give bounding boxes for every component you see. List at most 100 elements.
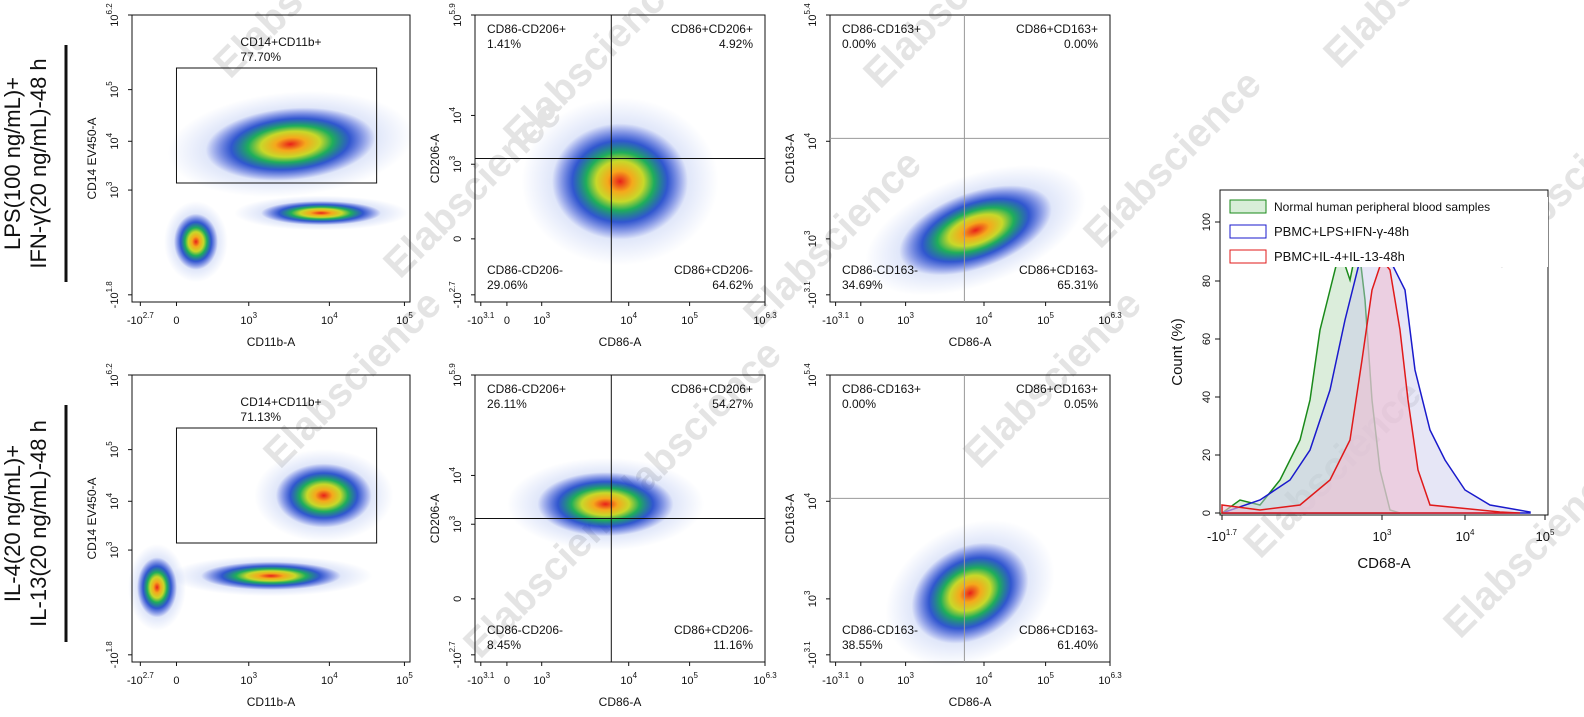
x-axis-label: CD68-A <box>1357 555 1410 572</box>
tick-base: 10 <box>620 315 632 327</box>
tick-base: 10 <box>240 315 252 327</box>
tick-label: 103 <box>533 671 550 687</box>
tick-label: 104 <box>321 671 338 687</box>
y-axis-label: CD14 EV450-A <box>85 117 99 199</box>
tick-label: -103.1 <box>803 281 819 309</box>
tick-exp: 3 <box>803 230 812 235</box>
tick-exp: 4 <box>448 107 457 112</box>
tick-label: 105.9 <box>448 3 464 27</box>
tick-label: 105.9 <box>448 363 464 387</box>
quadrant-pct: 38.55% <box>842 638 883 652</box>
tick-label: 0 <box>858 315 864 327</box>
tick-label: 105 <box>105 441 121 458</box>
tick-base: 10 <box>396 675 408 687</box>
tick-base: 10 <box>452 112 464 124</box>
plot-frame <box>131 374 411 663</box>
tick-base: 10 <box>452 520 464 532</box>
tick-label: 105 <box>1536 528 1555 544</box>
tick-label: -102.7 <box>448 641 464 669</box>
tick-label: 103 <box>897 671 914 687</box>
tick-label: 104 <box>803 492 819 509</box>
tick-base: -10 <box>467 675 483 687</box>
quadrant-pct: 0.00% <box>842 397 876 411</box>
quadrant-pct: 11.16% <box>713 638 753 652</box>
tick-exp: 3.1 <box>483 671 495 680</box>
legend-label: PBMC+LPS+IFN-γ-48h <box>1274 224 1409 239</box>
quadrant-name: CD86-CD206+ <box>487 22 566 36</box>
quadrant-pct: 26.11% <box>487 397 527 411</box>
tick-exp: 3 <box>546 671 551 680</box>
tick-base: 10 <box>240 675 252 687</box>
tick-label: 105 <box>105 81 121 98</box>
legend-bg <box>1228 197 1548 267</box>
tick-base: 10 <box>1536 529 1550 544</box>
tick-exp: 6.3 <box>766 671 778 680</box>
gate <box>175 67 378 184</box>
tick-base: 0 <box>173 315 179 327</box>
tick-base: 10 <box>753 675 765 687</box>
tick-exp: 4 <box>333 671 338 680</box>
scatter-panel: CD11b-A CD14 EV450-A CD14+CD11b+77.70% <box>85 14 414 349</box>
quadrant-name: CD86+CD206+ <box>671 22 753 36</box>
tick-base: 10 <box>109 546 121 558</box>
tick-exp: 4 <box>633 671 638 680</box>
tick-exp: 5.4 <box>803 363 812 375</box>
tick-base: 0 <box>173 675 179 687</box>
tick-label: 103 <box>897 311 914 327</box>
tick-exp: 4 <box>333 311 338 320</box>
tick-base: 0 <box>504 675 510 687</box>
tick-base: 10 <box>109 497 121 509</box>
row-label: IFN-γ(20 ng/mL)-48 h <box>26 58 51 268</box>
tick-base: 10 <box>753 315 765 327</box>
tick-base: 10 <box>452 160 464 172</box>
tick-exp: 3 <box>448 155 457 160</box>
tick-label: 103 <box>448 155 464 172</box>
tick-exp: 5.9 <box>448 363 457 375</box>
tick-label: 106.3 <box>1098 311 1122 327</box>
tick-base: -10 <box>807 652 819 668</box>
tick-base: 0 <box>504 315 510 327</box>
y-axis-label: CD163-A <box>783 134 797 183</box>
tick-exp: 3 <box>105 181 114 186</box>
tick-label: 0 <box>452 236 464 242</box>
quadrant-pct: 29.06% <box>487 278 528 292</box>
quadrant-name: CD86-CD206- <box>487 623 563 637</box>
tick-exp: 5 <box>408 671 413 680</box>
x-axis-label: CD11b-A <box>247 335 295 349</box>
tick-base: 10 <box>807 497 819 509</box>
y-tick-label: 20 <box>1201 449 1213 461</box>
scatter-panel: CD11b-A CD14 EV450-A CD14+CD11b+71.13% <box>85 374 411 709</box>
tick-exp: 4 <box>1470 528 1475 537</box>
tick-label: 104 <box>321 311 338 327</box>
tick-exp: 2.7 <box>448 641 457 653</box>
tick-base: 10 <box>533 315 545 327</box>
y-tick-label: 80 <box>1201 275 1213 287</box>
tick-exp: 1.8 <box>105 641 114 653</box>
gate-name: CD14+CD11b+ <box>240 395 321 409</box>
tick-base: 10 <box>807 374 819 386</box>
tick-exp: 3.1 <box>838 311 850 320</box>
tick-label: 103 <box>240 311 257 327</box>
tick-base: 10 <box>1037 675 1049 687</box>
histogram: Normal human peripheral blood samples PB… <box>1169 189 1555 572</box>
gate-pct: 71.13% <box>240 410 281 424</box>
quadrant-pct: 34.69% <box>842 278 883 292</box>
tick-label: 106.2 <box>105 363 121 387</box>
tick-exp: 6.3 <box>1111 671 1123 680</box>
tick-label: 105 <box>681 311 698 327</box>
density-blob <box>899 185 1052 276</box>
tick-base: -10 <box>467 315 483 327</box>
tick-exp: 3 <box>1387 528 1392 537</box>
tick-label: -102.7 <box>127 671 155 687</box>
tick-label: -101.8 <box>105 641 121 669</box>
tick-base: 0 <box>858 675 864 687</box>
tick-label: 104 <box>803 132 819 149</box>
tick-label: 104 <box>105 492 121 509</box>
quadrant-name: CD86-CD206+ <box>487 382 566 396</box>
density-blob <box>537 472 674 537</box>
tick-exp: 3.1 <box>483 311 495 320</box>
tick-label: 105.4 <box>803 363 819 387</box>
row-label: LPS(100 ng/mL)+ <box>0 77 25 250</box>
tick-label: 103 <box>803 590 819 607</box>
tick-label: 103 <box>533 311 550 327</box>
